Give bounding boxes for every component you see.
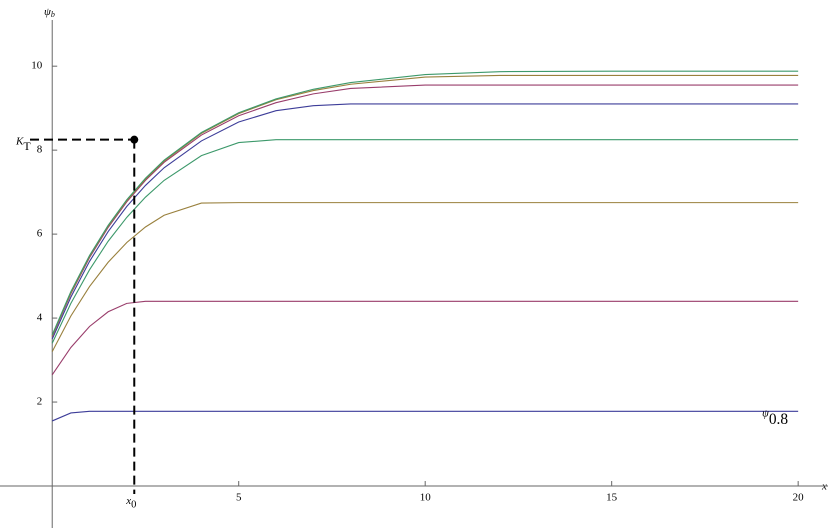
- x-axis-label: x: [821, 481, 827, 493]
- series-line: [51, 139, 799, 344]
- k-label-sub: T: [23, 138, 31, 152]
- curve-label-main: ψ: [762, 407, 769, 419]
- y-axis-label: ψb: [44, 6, 55, 19]
- y-tick-label: 8: [37, 144, 43, 156]
- series-line: [51, 70, 799, 336]
- series-line: [51, 84, 799, 337]
- y-tick-label: 10: [31, 60, 43, 72]
- series-line: [51, 74, 799, 336]
- k-label: KT: [15, 135, 31, 152]
- marker-point: [130, 135, 139, 144]
- series-line: [51, 300, 799, 376]
- y-tick-label: 2: [37, 396, 43, 408]
- x0-label-main: x: [125, 495, 131, 507]
- x-tick-label: 5: [236, 492, 242, 504]
- x-tick-label: 15: [606, 492, 618, 504]
- y-tick-label: 6: [37, 228, 43, 240]
- y-axis-label-main: ψ: [44, 6, 51, 18]
- curve-label-sub: 0.8: [769, 410, 789, 427]
- curve-label: ψ0.8: [762, 407, 788, 428]
- y-tick-label: 4: [37, 312, 43, 324]
- y-axis-label-sub: b: [51, 10, 55, 19]
- x-tick-label: 20: [793, 492, 805, 504]
- x0-label-sub: 0: [131, 500, 136, 511]
- series-line: [51, 410, 799, 422]
- x-tick-label: 10: [420, 492, 432, 504]
- series-line: [51, 202, 799, 352]
- x0-label: x0: [125, 495, 136, 511]
- k-label-main: K: [15, 135, 24, 147]
- series-line: [51, 103, 799, 340]
